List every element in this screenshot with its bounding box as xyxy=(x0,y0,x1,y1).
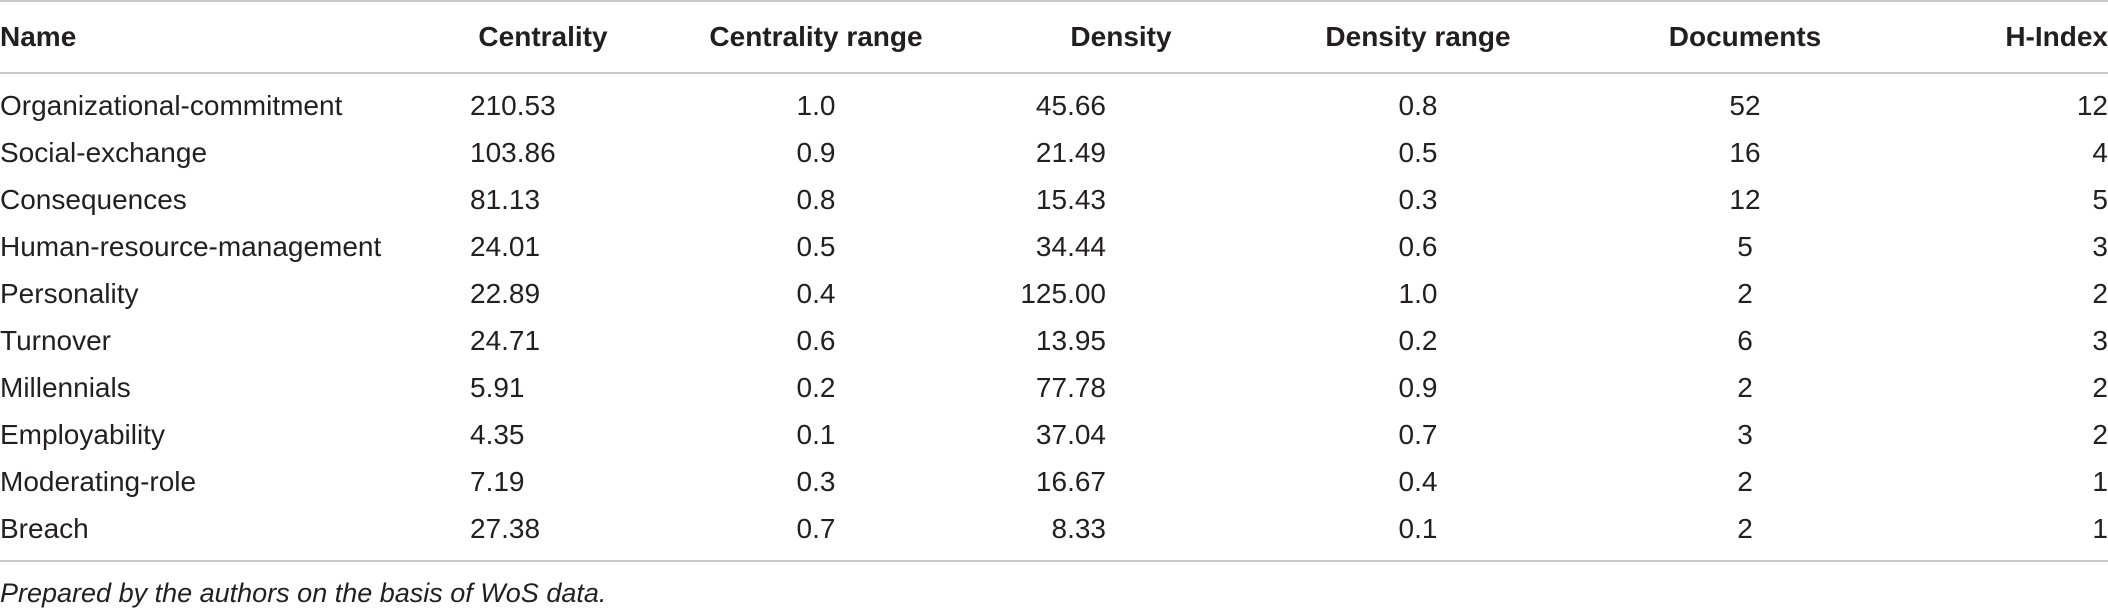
cell-centrality-range: 1.0 xyxy=(796,89,836,121)
cell-density: 8.33 xyxy=(1016,505,1226,562)
cell-centrality-range: 0.7 xyxy=(616,505,1016,562)
cell-documents: 5 xyxy=(1737,230,1753,262)
cell-density: 15.43 xyxy=(1035,183,1106,215)
cell-density: 77.78 xyxy=(1035,371,1106,403)
cell-documents: 3 xyxy=(1737,418,1753,450)
cell-density-range: 0.2 xyxy=(1398,324,1438,356)
header-name: Name xyxy=(0,0,470,74)
cell-centrality: 5.91 xyxy=(470,371,525,403)
table-row: Turnover 24.71 0.6 13.95 0.2 6 3 xyxy=(0,317,2108,364)
cell-name: Employability xyxy=(0,418,165,450)
cell-h-index: 12 xyxy=(2076,89,2108,121)
cell-h-index: 1 xyxy=(2092,465,2108,497)
header-centrality: Centrality xyxy=(470,0,616,74)
cell-density-range: 0.9 xyxy=(1398,371,1438,403)
cell-density-range: 0.5 xyxy=(1398,136,1438,168)
cell-density: 16.67 xyxy=(1035,465,1106,497)
cell-centrality: 27.38 xyxy=(470,505,616,562)
cell-centrality: 4.35 xyxy=(470,418,525,450)
cell-name: Human-resource-management xyxy=(0,230,382,262)
header-density-range: Density range xyxy=(1226,0,1610,74)
cell-centrality: 210.53 xyxy=(470,89,556,121)
table-row: Employability 4.35 0.1 37.04 0.7 3 2 xyxy=(0,411,2108,458)
cell-density: 21.49 xyxy=(1035,136,1106,168)
header-centrality-range: Centrality range xyxy=(616,0,1016,74)
header-density: Density xyxy=(1016,0,1226,74)
cell-name: Millennials xyxy=(0,371,131,403)
cell-centrality-range: 0.1 xyxy=(796,418,836,450)
cell-centrality-range: 0.4 xyxy=(796,277,836,309)
header-h-index: H-Index xyxy=(1880,0,2108,74)
cell-documents: 2 xyxy=(1737,277,1753,309)
cell-name: Organizational-commitment xyxy=(0,89,343,121)
cell-density-range: 0.6 xyxy=(1398,230,1438,262)
table-row: Consequences 81.13 0.8 15.43 0.3 12 5 xyxy=(0,176,2108,223)
table-row: Moderating-role 7.19 0.3 16.67 0.4 2 1 xyxy=(0,458,2108,505)
cell-density: 37.04 xyxy=(1035,418,1106,450)
table-row: Social-exchange 103.86 0.9 21.49 0.5 16 4 xyxy=(0,129,2108,176)
cell-h-index: 1 xyxy=(1880,505,2108,562)
cell-centrality-range: 0.2 xyxy=(796,371,836,403)
cell-documents: 52 xyxy=(1729,89,1761,121)
cell-centrality-range: 0.8 xyxy=(796,183,836,215)
cell-h-index: 2 xyxy=(2092,371,2108,403)
table-row: Organizational-commitment 210.53 1.0 45.66 0… xyxy=(0,73,2108,129)
cell-h-index: 2 xyxy=(2092,418,2108,450)
cell-density-range: 0.4 xyxy=(1398,465,1438,497)
cell-centrality-range: 0.6 xyxy=(796,324,836,356)
data-table: Name Centrality Centrality range Density… xyxy=(0,0,2108,562)
cell-centrality: 24.71 xyxy=(470,324,541,356)
table-footnote: Prepared by the authors on the basis of … xyxy=(0,578,607,608)
cell-centrality: 103.86 xyxy=(470,136,556,168)
table-row: Breach 27.38 0.7 8.33 0.1 2 1 xyxy=(0,505,2108,562)
cell-density-range: 0.8 xyxy=(1398,89,1438,121)
cell-name: Consequences xyxy=(0,183,187,215)
cell-h-index: 3 xyxy=(2092,230,2108,262)
cell-h-index: 5 xyxy=(2092,183,2108,215)
cell-name: Turnover xyxy=(0,324,112,356)
cell-h-index: 4 xyxy=(2092,136,2108,168)
cell-centrality-range: 0.5 xyxy=(796,230,836,262)
cell-centrality: 24.01 xyxy=(470,230,541,262)
cell-centrality: 22.89 xyxy=(470,277,541,309)
table-body: Organizational-commitment 210.53 1.0 45.66 0… xyxy=(0,73,2108,562)
cell-name: Social-exchange xyxy=(0,136,208,168)
table-row: Millennials 5.91 0.2 77.78 0.9 2 2 xyxy=(0,364,2108,411)
cell-documents: 2 xyxy=(1737,465,1753,497)
cell-documents: 16 xyxy=(1729,136,1761,168)
cell-h-index: 3 xyxy=(2092,324,2108,356)
cell-density: 125.00 xyxy=(1020,277,1106,309)
cell-centrality: 7.19 xyxy=(470,465,525,497)
table-row: Personality 22.89 0.4 125.00 1.0 2 2 xyxy=(0,270,2108,317)
cell-centrality: 81.13 xyxy=(470,183,541,215)
table-row: Human-resource-management 24.01 0.5 34.44 0.… xyxy=(0,223,2108,270)
cell-density: 45.66 xyxy=(1035,89,1106,121)
cell-name: Breach xyxy=(0,505,470,562)
cell-density-range: 1.0 xyxy=(1398,277,1438,309)
cell-h-index: 2 xyxy=(2092,277,2108,309)
cell-density-range: 0.3 xyxy=(1398,183,1438,215)
cell-documents: 12 xyxy=(1729,183,1761,215)
cell-name: Personality xyxy=(0,277,139,309)
cell-documents: 6 xyxy=(1737,324,1753,356)
cell-centrality-range: 0.3 xyxy=(796,465,836,497)
cell-centrality-range: 0.9 xyxy=(796,136,836,168)
cell-density-range: 0.7 xyxy=(1398,418,1438,450)
cell-documents: 2 xyxy=(1610,505,1880,562)
table-header-row: Name Centrality Centrality range Density… xyxy=(0,0,2108,74)
cell-documents: 2 xyxy=(1737,371,1753,403)
cell-density: 34.44 xyxy=(1035,230,1106,262)
cell-name: Moderating-role xyxy=(0,465,197,497)
header-documents: Documents xyxy=(1610,0,1880,74)
cell-density-range: 0.1 xyxy=(1226,505,1610,562)
cell-density: 13.95 xyxy=(1035,324,1106,356)
